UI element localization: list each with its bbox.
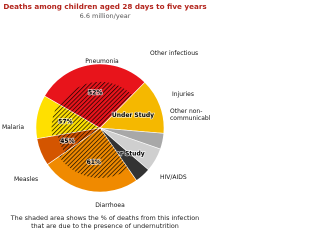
slice-label: HIV/AIDS	[160, 174, 187, 181]
slice-label: Pneumonia	[85, 58, 119, 65]
shaded-label: Under Study	[102, 151, 144, 158]
shaded-area	[57, 128, 100, 153]
slice-label: Other infectious	[150, 50, 199, 57]
slice-label: Measles	[14, 176, 39, 183]
shaded-label: 52%	[88, 90, 102, 97]
slice-label: Malaria	[2, 124, 25, 131]
footnote: The shaded area shows the % of deaths fr…	[10, 214, 200, 230]
shaded-label: Under Study	[112, 112, 154, 119]
shaded-label: 61%	[87, 159, 101, 166]
shaded-area	[58, 128, 129, 178]
shaded-area	[60, 81, 133, 128]
shaded-area	[51, 103, 100, 137]
page: 52% Under Study Under Study 61% 45% 57% Death…	[2, 2, 210, 230]
slice-label: Diarrhoea	[95, 202, 125, 209]
shaded-label: 57%	[58, 118, 72, 125]
shaded-label: 45%	[60, 138, 74, 145]
chart-title: Deaths among children aged 28 days to fi…	[3, 2, 207, 11]
slice-label: Other non-communicable	[170, 108, 210, 122]
chart-subtitle: 6.6 million/year	[79, 12, 131, 20]
slice-label: Injuries	[172, 91, 194, 98]
pie-slice	[99, 81, 165, 134]
